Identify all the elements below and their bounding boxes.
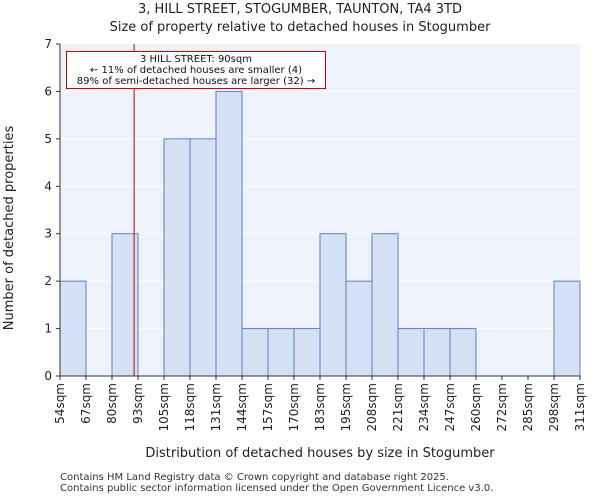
y-tick-label: 2 [44, 274, 52, 288]
bar-221sqm [397, 328, 425, 377]
chart-title: 3, HILL STREET, STOGUMBER, TAUNTON, TA4 … [138, 2, 462, 17]
x-tick-label: 298sqm [547, 383, 561, 431]
chart-subtitle: Size of property relative to detached ho… [109, 20, 491, 35]
footer-line-2: Contains public sector information licen… [60, 483, 494, 494]
y-tick-label: 6 [44, 84, 52, 98]
x-tick-label: 54sqm [53, 383, 67, 424]
x-tick-label: 208sqm [365, 383, 379, 431]
x-tick-label: 170sqm [287, 383, 301, 431]
x-tick-label: 131sqm [209, 383, 223, 431]
annotation-line-3: 89% of semi-detached houses are larger (… [76, 76, 316, 87]
bar-170sqm [293, 328, 321, 377]
x-tick-label: 80sqm [105, 383, 119, 424]
x-tick-label: 195sqm [339, 383, 353, 431]
bar-195sqm [345, 280, 373, 377]
bar-208sqm [371, 233, 399, 377]
bar-157sqm [267, 328, 295, 377]
x-tick-label: 144sqm [235, 383, 249, 431]
bar-105sqm [163, 138, 191, 377]
x-tick-label: 221sqm [391, 383, 405, 431]
x-tick-label: 247sqm [443, 383, 457, 431]
x-tick-label: 105sqm [157, 383, 171, 431]
bar-298sqm [553, 280, 581, 377]
x-tick-label: 260sqm [469, 383, 483, 431]
annotation-box: 3 HILL STREET: 90sqm ← 11% of detached h… [66, 51, 326, 89]
annotation-line-2: ← 11% of detached houses are smaller (4) [90, 65, 302, 76]
x-tick-label: 183sqm [313, 383, 327, 431]
x-tick-label: 285sqm [521, 383, 535, 431]
x-tick-label: 234sqm [417, 383, 431, 431]
bar-234sqm [423, 328, 451, 377]
y-tick-label: 0 [44, 369, 52, 383]
y-tick-label: 1 [44, 322, 52, 336]
y-tick-label: 3 [44, 227, 52, 241]
x-tick-label: 157sqm [261, 383, 275, 431]
bar-144sqm [241, 328, 269, 377]
bar-54sqm [59, 280, 87, 377]
bar-247sqm [449, 328, 477, 377]
x-axis-title: Distribution of detached houses by size … [145, 446, 495, 461]
y-tick-label: 4 [44, 179, 52, 193]
bar-183sqm [319, 233, 347, 377]
y-tick-label: 5 [44, 132, 52, 146]
x-tick-label: 67sqm [79, 383, 93, 424]
y-axis-title: Number of detached properties [2, 126, 17, 331]
footer-line-1: Contains HM Land Registry data © Crown c… [60, 472, 449, 483]
x-tick-label: 272sqm [495, 383, 509, 431]
annotation-line-1: 3 HILL STREET: 90sqm [140, 54, 252, 65]
x-tick-label: 118sqm [183, 383, 197, 431]
y-tick-label: 7 [44, 37, 52, 51]
bar-118sqm [189, 138, 217, 377]
x-tick-label: 93sqm [131, 383, 145, 424]
x-tick-label: 311sqm [573, 383, 587, 431]
bar-131sqm [215, 90, 243, 377]
